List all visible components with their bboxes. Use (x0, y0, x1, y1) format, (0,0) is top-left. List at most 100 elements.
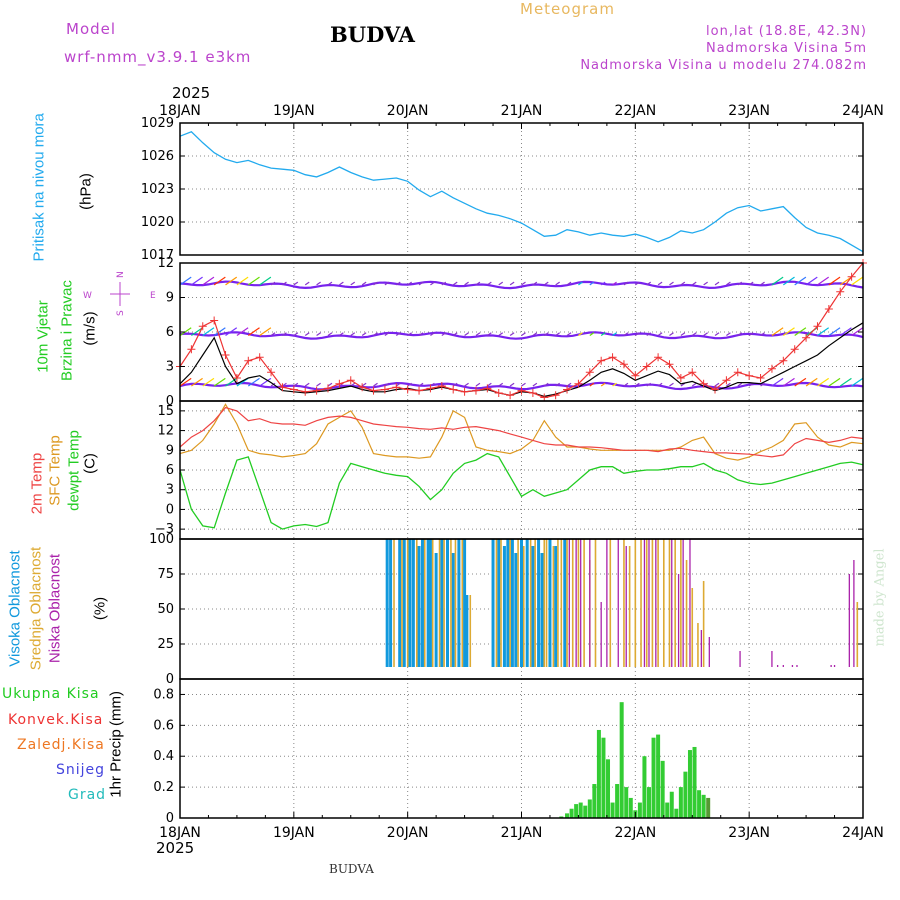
y-tick-label: 0 (166, 811, 174, 826)
wind-barb (339, 281, 344, 286)
wind-barb (418, 332, 424, 336)
wind-barb (737, 332, 743, 336)
wind-barb (521, 382, 526, 387)
wind-barb (782, 276, 795, 286)
precip-bar (628, 797, 633, 818)
cloud-bar-mid (469, 595, 472, 667)
wind-direction-band (179, 331, 864, 340)
wind-barb (179, 377, 192, 387)
cloud-bar-mid (623, 539, 625, 667)
cloud-bar-low (617, 539, 619, 667)
wind-barb (282, 332, 287, 336)
legend-conv: Konvek.Kisa (8, 712, 104, 728)
wind-barb (498, 281, 504, 286)
cloud-bar-low (643, 539, 646, 667)
time-tick-label-bottom: 23JAN (728, 825, 770, 841)
wind-barb (521, 332, 526, 336)
cloud-bar-mid (454, 539, 457, 667)
cloud-bar-mid (680, 539, 682, 667)
legend-snow: Snijeg (56, 762, 106, 778)
wind-barb (748, 332, 754, 336)
wind-barb (669, 281, 674, 286)
wind-barb (327, 332, 333, 336)
precip-bar (583, 805, 588, 818)
y-tick-label: 0 (166, 394, 174, 409)
wind-speed-marker (380, 385, 389, 394)
wind-barb (578, 281, 583, 286)
wind-barb (771, 276, 784, 286)
cloud-bar-high (457, 539, 461, 667)
wind-barb (782, 327, 795, 336)
cloud-bar-mid (702, 581, 705, 667)
wind-barb (555, 281, 560, 286)
wind-barb (202, 276, 215, 286)
wind-speed-marker (790, 345, 799, 354)
cloud-bar-low (796, 665, 798, 667)
cloud-bar-low (708, 637, 710, 667)
wind-barb (213, 377, 226, 387)
time-tick-label-bottom: 21JAN (501, 825, 543, 841)
precip-bar (637, 802, 642, 818)
cloud-bar-high (465, 595, 469, 667)
wind-barb (532, 281, 538, 286)
wind-barb (259, 327, 272, 336)
wind-barb (771, 327, 784, 336)
wind-speed-marker (403, 385, 412, 394)
wind-barb (339, 332, 344, 336)
compass-w: W (83, 291, 92, 301)
y-tick-label: 6 (166, 325, 174, 340)
cloud-bar-low (833, 665, 836, 667)
wind-barb (521, 281, 526, 286)
y-tick-label: 9 (166, 291, 174, 306)
wind-barb (646, 382, 652, 387)
model-value: wrf-nmm_v3.9.1 e3km (64, 48, 252, 66)
wind-speed-marker (802, 333, 811, 342)
y-tick-label: 0 (166, 672, 174, 687)
wind-barb (634, 382, 640, 387)
cloud-bar-mid (645, 539, 648, 667)
wind-barb (225, 327, 238, 336)
y-tick-label: 0.4 (153, 749, 174, 764)
wind-barb (714, 281, 720, 286)
sfc-temp-line (179, 403, 864, 461)
precip-bar (606, 759, 611, 818)
wind-barb (316, 281, 321, 286)
wind-speed-marker (267, 368, 276, 377)
wind-barb (703, 332, 708, 336)
wind-speed-marker (619, 360, 628, 369)
legend-total: Ukupna Kisa (2, 686, 100, 702)
cloud-bar-low (589, 539, 591, 667)
cloud-bar-high (440, 539, 444, 667)
wind-speed-marker (745, 371, 754, 380)
wind-barb (794, 327, 807, 336)
wind-barb (657, 382, 663, 387)
wind-speed-marker (722, 376, 731, 385)
wind-speed-marker (369, 386, 378, 395)
y-tick-label: 0.8 (153, 687, 174, 702)
wind-barb (464, 382, 469, 387)
wind-barb (498, 382, 504, 387)
wind-barb (851, 276, 864, 286)
wind-barb (316, 332, 321, 336)
wind-barb (475, 332, 481, 336)
wind-barb (293, 332, 299, 336)
cloud-bar-low (830, 665, 832, 667)
wind-barb (282, 382, 287, 387)
y-tick-label: 9 (166, 443, 174, 458)
wind-barb (737, 382, 743, 387)
wind-barb (430, 281, 435, 286)
wind-barb (748, 281, 754, 286)
wind-barb (293, 382, 299, 387)
precip-bar (624, 787, 629, 818)
y-tick-label: 6 (166, 463, 174, 478)
wind-barb (441, 281, 447, 286)
wind-barb (236, 327, 249, 336)
cloud-bar-mid (401, 539, 403, 667)
precip-bar (678, 787, 683, 818)
precip-bar (656, 734, 661, 818)
wind-barb (623, 281, 629, 286)
cloud-bar-mid (657, 539, 659, 667)
cloud-bar-mid (545, 539, 548, 667)
wind-barb (748, 382, 754, 387)
